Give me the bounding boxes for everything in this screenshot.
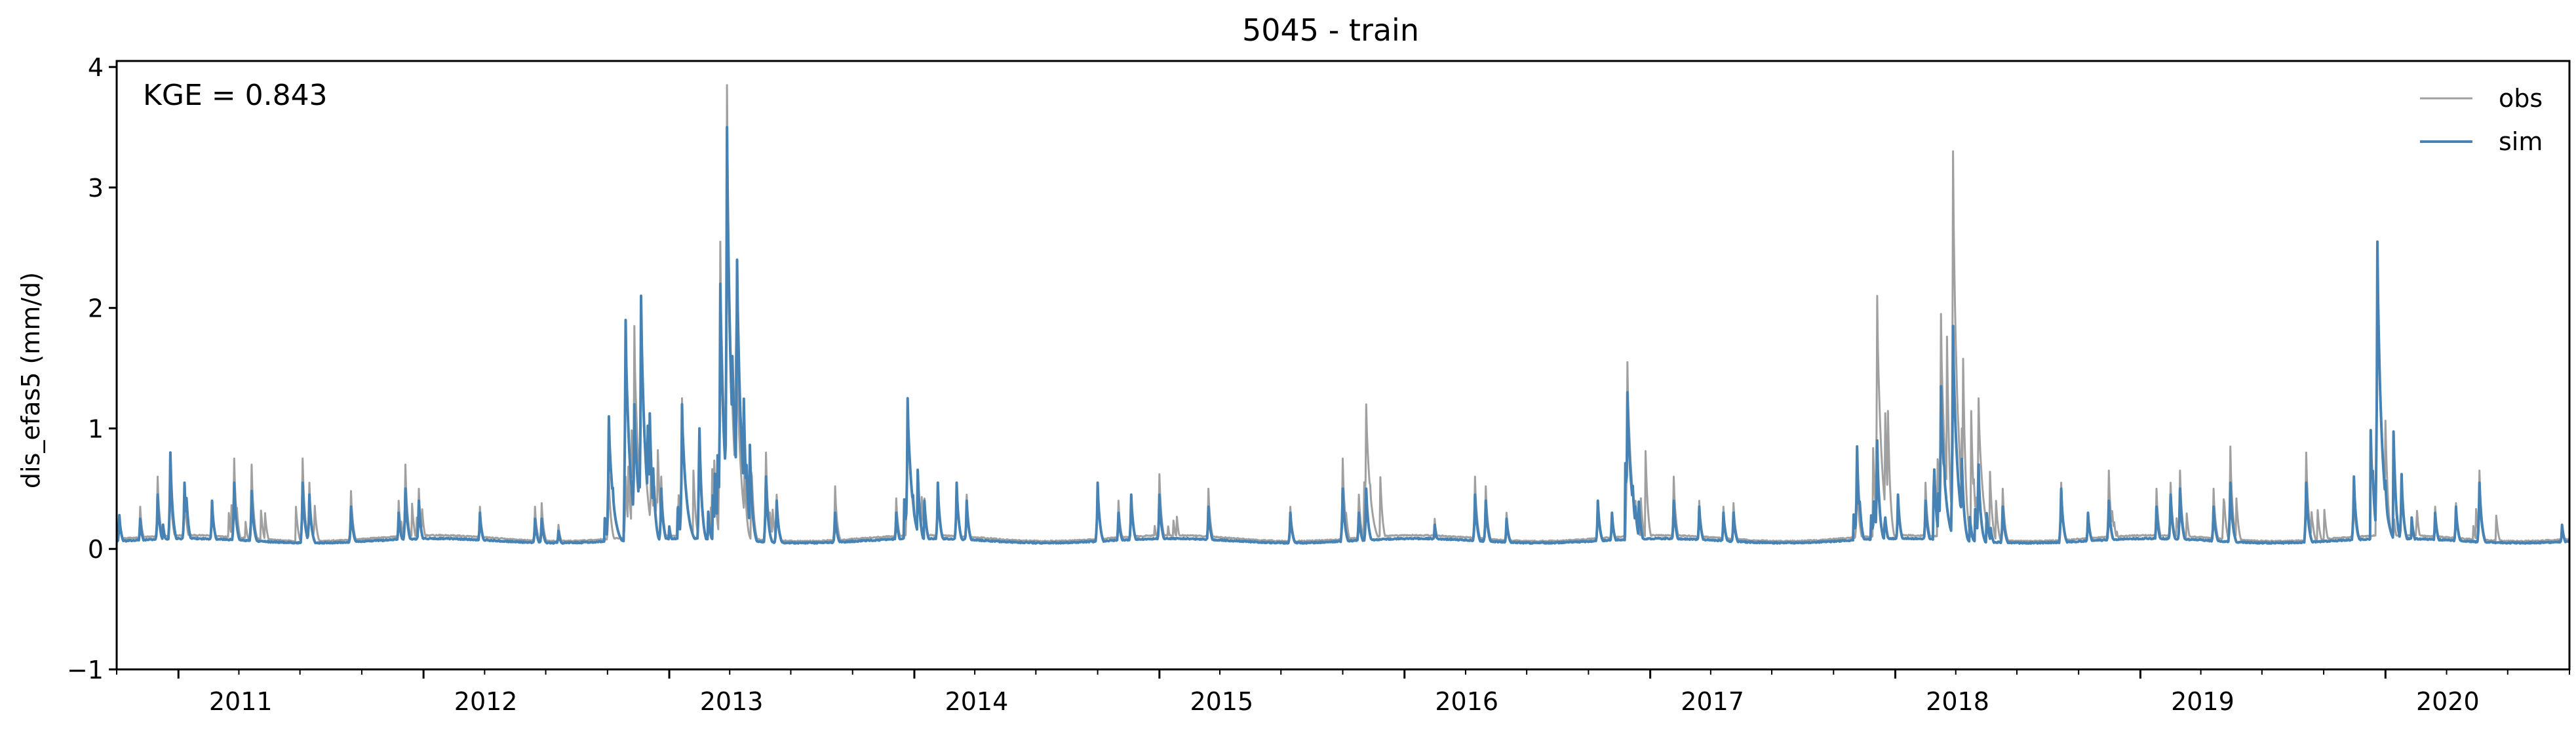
x-tick-label: 2012 (454, 687, 518, 716)
x-tick-label: 2016 (1435, 687, 1498, 716)
legend: obs sim (2420, 84, 2543, 156)
legend-label-obs: obs (2499, 84, 2543, 113)
series-layer (117, 84, 2569, 545)
x-tick-label: 2013 (700, 687, 764, 716)
y-axis-label: dis_efas5 (mm/d) (16, 272, 45, 488)
series-line-obs (117, 84, 2569, 543)
plot-frame (115, 60, 2571, 671)
x-tick-label: 2017 (1681, 687, 1744, 716)
x-axis: 2011 2012 2013 2014 2015 2016 2017 2018 2019 2020 (116, 669, 2570, 716)
chart-title: 5045 - train (1242, 12, 1419, 48)
x-tick-label: 2014 (945, 687, 1009, 716)
x-tick-label: 2020 (2416, 687, 2480, 716)
y-tick-label: 1 (88, 414, 104, 443)
y-tick-label: 0 (88, 535, 104, 564)
y-tick-label: −1 (67, 656, 104, 684)
x-tick-label: 2015 (1190, 687, 1253, 716)
series-line-sim (117, 126, 2569, 545)
legend-label-sim: sim (2499, 127, 2543, 156)
x-tick-label: 2018 (1926, 687, 1989, 716)
kge-annotation: KGE = 0.843 (143, 79, 328, 112)
y-tick-label: 2 (88, 294, 104, 323)
y-tick-label: 4 (88, 53, 104, 82)
x-tick-label: 2011 (209, 687, 273, 716)
x-tick-label: 2019 (2171, 687, 2234, 716)
y-tick-label: 3 (88, 174, 104, 203)
y-axis: −1 0 1 2 3 4 (67, 53, 117, 684)
